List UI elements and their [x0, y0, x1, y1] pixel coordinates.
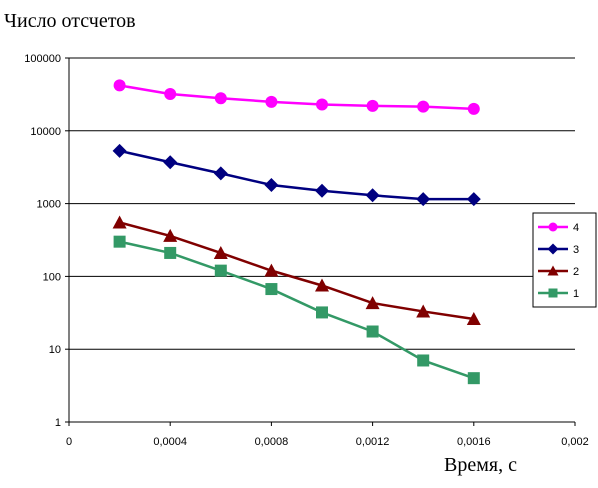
legend: 4 3 2 1 [532, 212, 597, 308]
data-point [214, 92, 227, 105]
data-point [164, 246, 177, 259]
series-3 [112, 143, 481, 207]
legend-marker [548, 288, 558, 298]
series-2 [112, 215, 481, 325]
data-point [213, 166, 228, 181]
legend-marker [547, 265, 559, 276]
data-point [416, 192, 431, 207]
y-axis-title: Число отсчетов [4, 10, 136, 32]
data-point [213, 245, 228, 259]
data-point [113, 79, 126, 92]
data-point [366, 99, 379, 112]
x-tick-labels: 0 0,0004 0,0008 0,0012 0,0016 0,002 [66, 436, 589, 448]
data-point [315, 183, 329, 198]
data-point [164, 88, 177, 101]
x-tick-label: 0,0016 [457, 436, 491, 448]
data-point [365, 188, 380, 203]
legend-marker [547, 243, 559, 255]
data-point [365, 296, 380, 310]
series-4 [113, 79, 480, 115]
legend-box [532, 212, 597, 308]
data-point [417, 100, 430, 113]
series-group [112, 79, 481, 385]
legend-label: 2 [573, 266, 579, 278]
data-point [112, 215, 127, 229]
data-point [112, 143, 127, 158]
y-tick-labels: 1 10 100 1000 10000 100000 [24, 53, 61, 429]
series-line [119, 221, 474, 321]
data-point [366, 325, 379, 338]
y-tick-label: 1000 [37, 199, 61, 211]
data-point [163, 155, 178, 170]
data-point [265, 95, 278, 108]
legend-item: 3 [538, 243, 579, 256]
series-1 [113, 235, 480, 385]
data-point [467, 372, 480, 385]
legend-item: 4 [538, 222, 579, 234]
y-tick-label: 100000 [24, 53, 61, 65]
series-line [119, 240, 475, 380]
y-tick-label: 100 [43, 271, 61, 283]
data-point [416, 304, 431, 318]
data-point [466, 311, 481, 325]
x-tick-label: 0,0012 [356, 436, 390, 448]
x-tick-label: 0,0008 [255, 436, 289, 448]
data-point [315, 278, 329, 292]
data-point [316, 98, 328, 111]
x-tick-label: 0,002 [561, 436, 589, 448]
legend-label: 4 [573, 222, 579, 234]
data-point [316, 306, 328, 319]
data-point [467, 102, 480, 115]
gridlines [69, 57, 575, 350]
data-point [264, 178, 279, 193]
y-tick-label: 10 [49, 344, 61, 356]
y-tick-label: 10000 [30, 126, 61, 138]
data-point [417, 354, 430, 367]
x-tick-label: 0,0004 [153, 436, 187, 448]
series-line [119, 149, 474, 201]
data-point [264, 263, 279, 277]
series-line [119, 84, 474, 111]
x-axis-title: Время, с [444, 454, 517, 476]
y-tick-label: 1 [55, 417, 61, 429]
x-tick-label: 0 [66, 436, 72, 448]
legend-label: 3 [573, 244, 579, 256]
legend-item: 1 [538, 288, 579, 300]
data-point [214, 264, 227, 277]
legend-label: 1 [573, 288, 579, 300]
data-point [265, 283, 278, 296]
data-point [113, 235, 126, 248]
data-point [466, 192, 481, 207]
data-point [163, 228, 178, 242]
legend-marker [548, 222, 558, 232]
axes [65, 57, 576, 426]
legend-item: 2 [538, 265, 579, 278]
